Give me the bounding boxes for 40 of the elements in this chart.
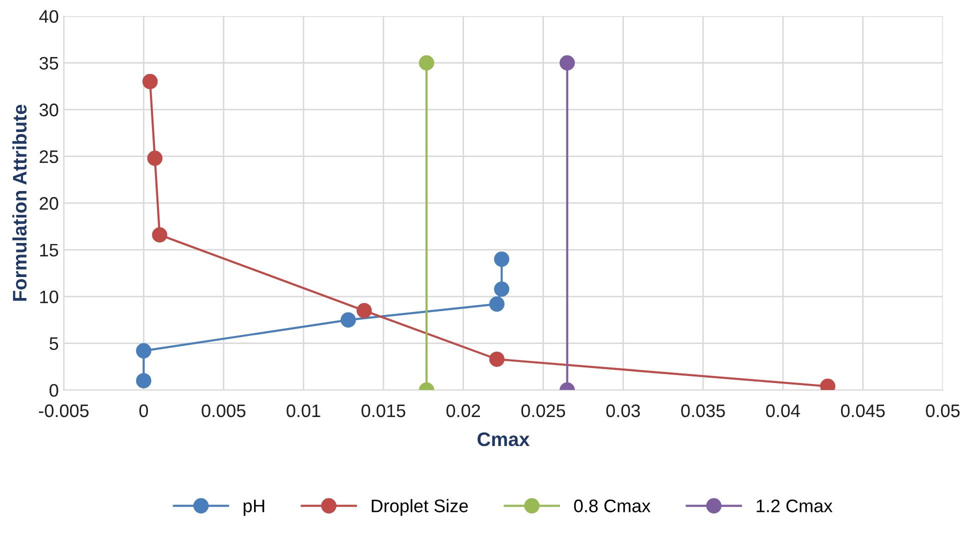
y-tick-label: 35 (40, 56, 58, 70)
point (142, 74, 158, 90)
x-tick-label: 0.05 (926, 404, 960, 418)
point (489, 352, 505, 367)
point (340, 312, 356, 328)
legend-label: 0.8 Cmax (574, 500, 650, 512)
x-tick-label: 0.035 (681, 404, 725, 418)
x-tick-label: 0.03 (606, 404, 640, 418)
x-tick-label: 0.04 (766, 404, 800, 418)
point (152, 227, 168, 243)
y-tick-label: 40 (39, 10, 58, 23)
point (136, 373, 152, 388)
x-tick-label: 0.025 (521, 404, 566, 418)
y-tick-label: 5 (50, 337, 58, 350)
x-axis-title: Cmax (478, 432, 530, 446)
x-tick-label: 0 (139, 404, 148, 418)
point (136, 343, 152, 358)
point (356, 302, 372, 318)
point (489, 296, 505, 312)
x-tick-label: 0.045 (841, 404, 885, 418)
x-tick-label: -0.005 (38, 404, 89, 418)
x-tick-label: 0.015 (362, 404, 406, 418)
y-tick-label: 10 (40, 290, 58, 304)
y-tick-label: 30 (40, 104, 58, 116)
y-tick-label: 15 (40, 244, 58, 257)
y-tick-label: 20 (40, 197, 58, 210)
x-tick-label: 0.02 (446, 404, 480, 418)
legend-label: Droplet Size (372, 499, 468, 516)
x-tick-label: 0.005 (202, 404, 246, 418)
point (147, 150, 162, 166)
y-tick-label: 25 (40, 150, 58, 164)
point (418, 55, 434, 71)
point (494, 252, 510, 267)
legend-label: 1.2 Cmax (756, 500, 832, 512)
point (494, 281, 510, 297)
legend-label: pH (244, 500, 264, 516)
y-axis-title: Formulation Attribute (12, 104, 27, 301)
point (560, 55, 575, 71)
x-tick-label: 0.01 (286, 404, 320, 418)
y-tick-label: 0 (50, 384, 58, 397)
